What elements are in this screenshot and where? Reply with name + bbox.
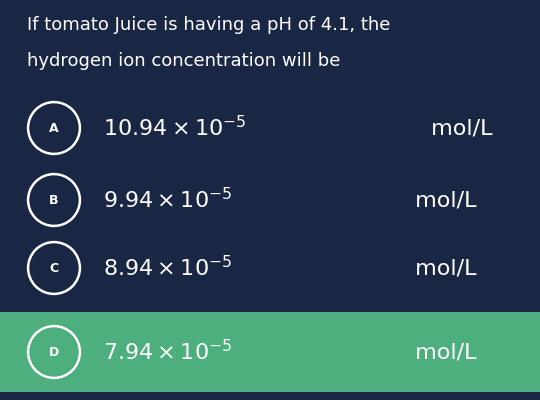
Text: $9.94 \times 10^{-5}$: $9.94 \times 10^{-5}$ <box>103 187 232 213</box>
Text: $7.94 \times 10^{-5}$: $7.94 \times 10^{-5}$ <box>103 339 232 365</box>
Text: B: B <box>49 194 59 206</box>
Text: D: D <box>49 346 59 358</box>
Text: $8.94 \times 10^{-5}$: $8.94 \times 10^{-5}$ <box>103 256 232 281</box>
Text: If tomato Juice is having a pH of 4.1, the: If tomato Juice is having a pH of 4.1, t… <box>27 16 390 34</box>
Text: mol/L: mol/L <box>424 118 492 138</box>
Text: mol/L: mol/L <box>408 342 476 362</box>
Text: C: C <box>50 262 58 274</box>
Text: mol/L: mol/L <box>408 190 476 210</box>
FancyBboxPatch shape <box>0 312 540 392</box>
Text: mol/L: mol/L <box>408 258 476 278</box>
Text: hydrogen ion concentration will be: hydrogen ion concentration will be <box>27 52 340 70</box>
Text: $10.94 \times 10^{-5}$: $10.94 \times 10^{-5}$ <box>103 115 246 141</box>
Text: A: A <box>49 122 59 134</box>
